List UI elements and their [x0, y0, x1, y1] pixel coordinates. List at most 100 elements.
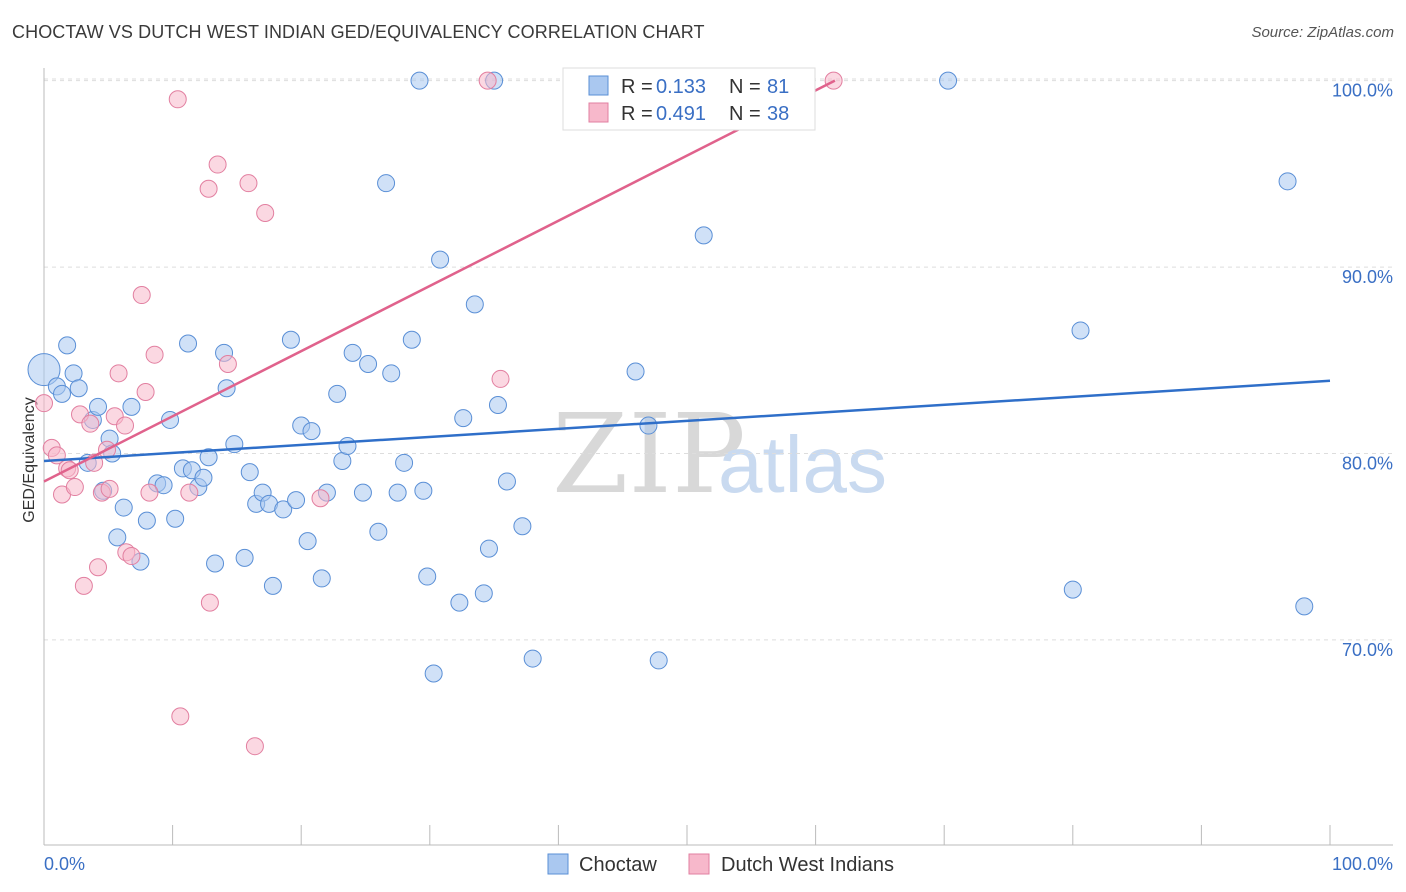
choctaw-point — [1071, 321, 1090, 340]
choctaw-point — [263, 576, 282, 595]
dutch-point — [81, 414, 100, 433]
legend-r-label-choctaw: R = — [621, 76, 653, 98]
choctaw-point — [312, 569, 331, 588]
dutch-point — [256, 204, 275, 223]
stats-legend: R = 0.133 N = 81 R = 0.491 N = 38 — [562, 67, 816, 131]
choctaw-point — [122, 397, 141, 416]
choctaw-point — [431, 250, 450, 269]
y-tick-label-100: 100.0% — [1332, 81, 1393, 101]
choctaw-point — [1063, 580, 1082, 599]
dutch-point — [171, 707, 190, 726]
axes — [43, 68, 1393, 846]
choctaw-point — [454, 409, 473, 428]
choctaw-point — [410, 71, 429, 90]
trend-lines — [43, 79, 1331, 483]
choctaw-point — [1278, 172, 1297, 191]
choctaw-point — [287, 491, 306, 510]
legend-r-value-choctaw: 0.133 — [656, 76, 706, 98]
legend-r-value-dutch: 0.491 — [656, 103, 706, 125]
choctaw-point — [302, 422, 321, 441]
x-tick-label-min: 0.0% — [44, 854, 85, 874]
watermark-zip: ZIP — [552, 390, 746, 518]
x-tick-labels: 0.0% 100.0% — [44, 854, 1393, 874]
dutch-point — [132, 286, 151, 305]
legend-swatch-choctaw — [588, 75, 609, 96]
dutch-point — [311, 489, 330, 508]
choctaw-point — [166, 509, 185, 528]
legend-n-label-dutch: N = — [729, 103, 761, 125]
series-legend: Choctaw Dutch West Indians — [547, 853, 894, 876]
legend-swatch-dutch — [588, 102, 609, 123]
choctaw-point — [395, 453, 414, 472]
dutch-point — [100, 479, 119, 498]
series-choctaw-points — [27, 71, 1314, 683]
choctaw-point — [497, 472, 516, 491]
bottom-legend-label-choctaw: Choctaw — [579, 854, 657, 876]
choctaw-point — [27, 353, 61, 387]
bottom-legend-label-dutch: Dutch West Indians — [721, 854, 894, 876]
legend-n-value-choctaw: 81 — [767, 76, 789, 98]
dutch-point — [109, 364, 128, 383]
dutch-point — [35, 394, 53, 413]
choctaw-point — [64, 364, 83, 383]
choctaw-point — [450, 593, 469, 612]
dutch-point — [199, 179, 218, 198]
choctaw-point — [488, 396, 507, 415]
dutch-point — [145, 345, 164, 364]
choctaw-point — [206, 554, 225, 573]
choctaw-point — [523, 649, 542, 668]
dutch-point — [245, 737, 264, 756]
choctaw-point — [1295, 597, 1314, 616]
choctaw-point — [418, 567, 437, 586]
dutch-point — [180, 483, 199, 502]
dutch-point — [116, 416, 135, 435]
choctaw-point — [58, 336, 77, 355]
choctaw-point — [298, 532, 317, 551]
dutch-point — [65, 478, 84, 497]
y-tick-label-70: 70.0% — [1342, 640, 1393, 660]
x-tick-label-max: 100.0% — [1332, 854, 1393, 874]
dutch-point — [74, 576, 93, 595]
y-tick-labels: 70.0% 80.0% 90.0% 100.0% — [1332, 81, 1393, 660]
watermark-atlas: atlas — [718, 420, 887, 509]
choctaw-point — [343, 343, 362, 362]
y-tick-label-80: 80.0% — [1342, 454, 1393, 474]
choctaw-point — [414, 481, 433, 500]
choctaw-point — [274, 500, 293, 519]
dutch-point — [208, 155, 227, 174]
choctaw-point — [382, 364, 401, 383]
bottom-legend-swatch-dutch — [688, 853, 710, 875]
y-axis-label: GED/Equivalency — [21, 397, 38, 522]
choctaw-point — [465, 295, 484, 314]
choctaw-point — [402, 330, 421, 349]
choctaw-point — [369, 522, 388, 541]
choctaw-point — [333, 451, 352, 470]
choctaw-point — [199, 448, 218, 467]
choctaw-point — [137, 511, 156, 530]
choctaw-point — [194, 468, 213, 487]
dutch-point — [89, 558, 108, 577]
dutch-point — [168, 90, 187, 109]
source-label: Source: ZipAtlas.com — [1251, 24, 1394, 41]
choctaw-point — [69, 379, 88, 398]
choctaw-point — [328, 384, 347, 403]
choctaw-point — [338, 437, 357, 456]
choctaw-point — [359, 355, 378, 374]
dutch-point — [122, 547, 141, 566]
choctaw-point — [179, 334, 198, 353]
trend-line-dutch — [43, 79, 836, 483]
legend-r-label-dutch: R = — [621, 103, 653, 125]
legend-n-value-dutch: 38 — [767, 103, 789, 125]
choctaw-point — [53, 384, 72, 403]
legend-n-label-choctaw: N = — [729, 76, 761, 98]
dutch-point — [491, 369, 510, 388]
trend-line-choctaw — [43, 379, 1331, 463]
dutch-point — [239, 174, 258, 193]
dutch-point — [218, 355, 237, 374]
choctaw-point — [353, 483, 372, 502]
choctaw-point — [479, 539, 498, 558]
dutch-point — [200, 593, 219, 612]
chart-title: CHOCTAW VS DUTCH WEST INDIAN GED/EQUIVAL… — [12, 22, 705, 42]
choctaw-point — [154, 476, 173, 495]
